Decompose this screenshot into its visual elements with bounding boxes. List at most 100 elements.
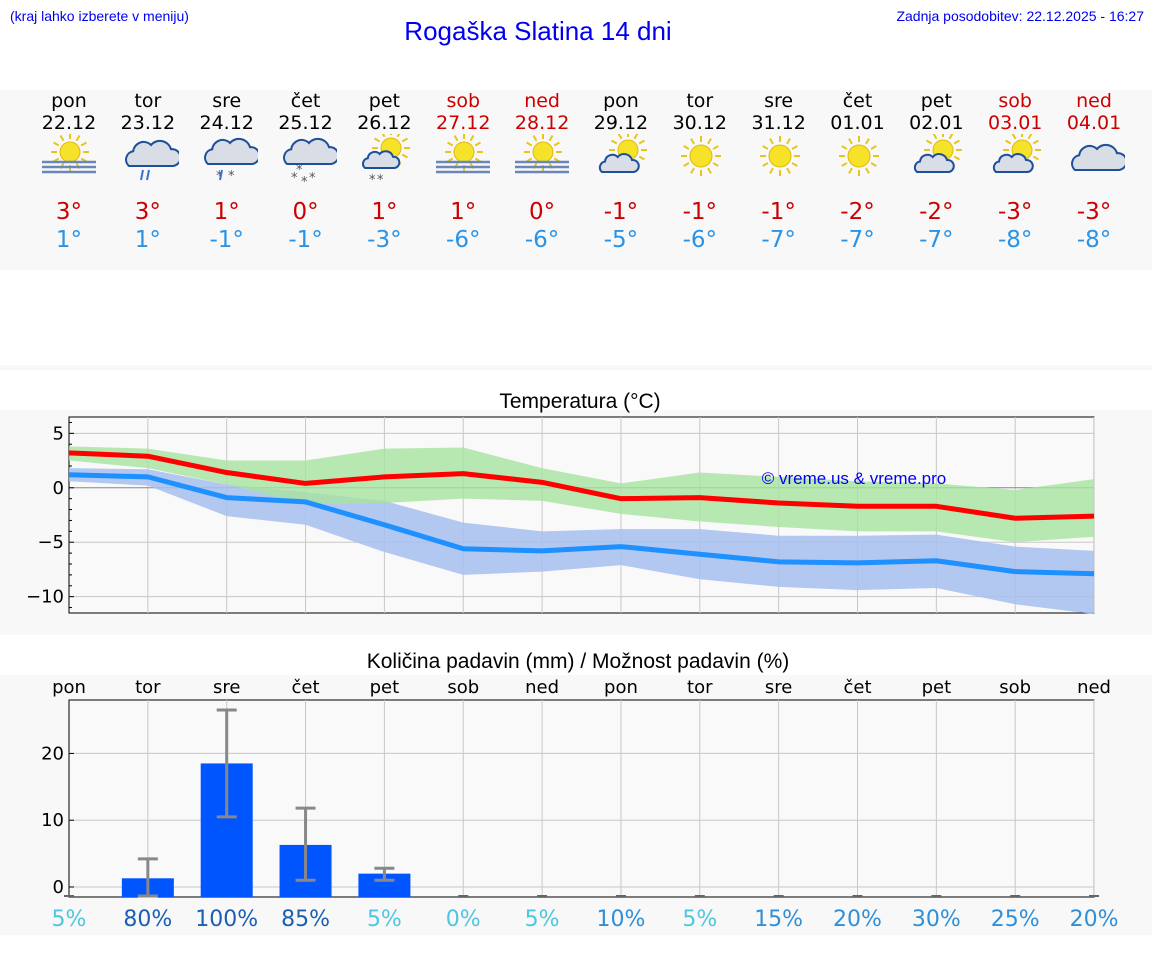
day-forecast: pet 02.01 -2° -7° <box>897 90 975 270</box>
day-date: 24.12 <box>199 112 254 134</box>
day-forecast: ned 04.01 -3° -8° <box>1055 90 1133 270</box>
day-date: 27.12 <box>436 112 491 134</box>
svg-text:*: * <box>291 171 298 186</box>
day-name: pet <box>920 90 952 112</box>
min-temperature: 1° <box>134 227 161 253</box>
precipitation-day-label: čet <box>843 677 871 698</box>
day-forecast: tor 30.12 -1° -6° <box>661 90 739 270</box>
day-forecast: sre 24.12 * * 1° -1° <box>188 90 266 270</box>
sun-icon <box>759 136 800 176</box>
precipitation-day-label: sre <box>213 677 240 698</box>
cloud-sleet-icon: * * <box>203 137 258 184</box>
day-name: sob <box>446 90 481 112</box>
precipitation-tick-label: 0 <box>53 877 64 898</box>
day-date: 30.12 <box>672 112 727 134</box>
day-forecast: pet 26.12 * * 1° -3° <box>345 90 423 270</box>
precipitation-day-label: sob <box>447 677 479 698</box>
precipitation-chart-title: Količina padavin (mm) / Možnost padavin … <box>367 650 790 673</box>
location-hint-link[interactable]: (kraj lahko izberete v meniju) <box>10 8 189 24</box>
min-temperature: -1° <box>288 227 323 253</box>
precipitation-bar <box>358 873 411 897</box>
precipitation-day-labels: pon tor sre čet pet sob ned pon tor sre čet pet sob n… <box>52 677 1111 698</box>
precipitation-bars <box>64 708 1100 898</box>
temperature-tick-label: −5 <box>37 532 64 553</box>
day-name: sob <box>998 90 1032 112</box>
precipitation-day-label: čet <box>292 677 320 698</box>
temperature-y-ticks: 5 0 −5 −10 <box>26 421 74 609</box>
day-forecast: sob 27.12 1° -6° <box>424 90 502 270</box>
precipitation-day-label: ned <box>1077 677 1111 698</box>
max-temperature: -1° <box>603 199 639 225</box>
min-temperature: -6° <box>682 227 718 253</box>
min-temperature-line <box>68 472 1095 577</box>
min-temperature: -6° <box>524 227 560 253</box>
precipitation-probability: 85% <box>281 907 330 932</box>
separator <box>0 365 1152 370</box>
day-date: 28.12 <box>514 112 570 134</box>
max-temperature: 3° <box>134 199 161 225</box>
precipitation-probability: 5% <box>52 907 87 932</box>
temperature-tick-label: 0 <box>53 478 64 499</box>
day-forecast: tor 23.12 3° 1° <box>109 90 187 270</box>
max-temperature: 0° <box>292 199 319 225</box>
precipitation-y-ticks: 20 10 0 <box>41 743 74 898</box>
min-temperature: -3° <box>367 227 402 253</box>
min-temperature: -1° <box>209 227 244 253</box>
day-date: 01.01 <box>830 112 885 134</box>
precipitation-probability: 10% <box>596 907 645 932</box>
precipitation-probabilities: 5% 80% 100% 85% 5% 0% 5% 10% 5% 15% 20% 30% 25% 20% <box>52 907 1119 932</box>
precipitation-probability: 25% <box>991 907 1040 932</box>
min-temperature: -8° <box>997 227 1033 253</box>
precipitation-tick-label: 10 <box>41 810 64 831</box>
max-temperature: -1° <box>682 199 718 225</box>
svg-text:*: * <box>296 163 303 178</box>
forecast-strip: pon 22.12 3° 1° tor 23.12 3° 1° sre 24.12 * * 1° -1° č… <box>0 90 1152 270</box>
max-temperature-line <box>68 450 1095 521</box>
max-temperature: 3° <box>55 199 83 225</box>
day-date: 31.12 <box>751 112 806 134</box>
precipitation-probability: 15% <box>754 907 803 932</box>
precipitation-day-label: ned <box>525 677 559 698</box>
day-name: sre <box>764 90 794 112</box>
min-temperature: 1° <box>55 227 83 253</box>
day-name: čet <box>842 90 873 112</box>
svg-text:*: * <box>309 171 316 186</box>
temperature-series <box>68 446 1095 615</box>
temperature-tick-label: 5 <box>53 423 64 444</box>
precipitation-day-label: tor <box>135 677 161 698</box>
day-date: 23.12 <box>120 112 176 134</box>
day-forecast: pon 29.12 -1° -5° <box>582 90 660 270</box>
day-date: 29.12 <box>593 112 649 134</box>
precipitation-probability: 20% <box>1070 907 1119 932</box>
precipitation-probability: 20% <box>833 907 882 932</box>
precipitation-day-label: sob <box>999 677 1031 698</box>
precipitation-day-label: tor <box>687 677 713 698</box>
copyright-watermark: © vreme.us & vreme.pro <box>762 469 946 488</box>
sun-cloud-icon <box>993 134 1042 173</box>
day-forecast: čet 01.01 -2° -7° <box>819 90 897 270</box>
precipitation-day-label: sre <box>765 677 792 698</box>
precipitation-tick-label: 20 <box>41 743 64 764</box>
day-forecast: ned 28.12 0° -6° <box>503 90 581 270</box>
min-temperature: -7° <box>761 227 796 253</box>
svg-text:*: * <box>369 173 376 188</box>
sun-icon <box>680 136 721 176</box>
day-date: 26.12 <box>357 112 412 134</box>
last-updated-text: Zadnja posodobitev: 22.12.2025 - 16:27 <box>896 8 1144 24</box>
precipitation-probability: 0% <box>446 907 481 932</box>
max-temperature: 1° <box>450 199 477 225</box>
svg-text:*: * <box>377 173 384 188</box>
precipitation-day-label: pet <box>922 677 952 698</box>
day-name: ned <box>524 90 560 112</box>
max-temperature: 1° <box>371 199 398 225</box>
precipitation-probability: 100% <box>195 907 258 932</box>
temperature-tick-label: −10 <box>26 587 64 608</box>
day-date: 22.12 <box>41 112 97 134</box>
day-date: 03.01 <box>987 112 1043 134</box>
day-name: tor <box>686 90 714 112</box>
sun-fog-icon <box>436 134 491 174</box>
sun-cloud-icon <box>914 134 963 173</box>
day-name: pet <box>368 90 400 112</box>
day-name: čet <box>290 90 321 112</box>
